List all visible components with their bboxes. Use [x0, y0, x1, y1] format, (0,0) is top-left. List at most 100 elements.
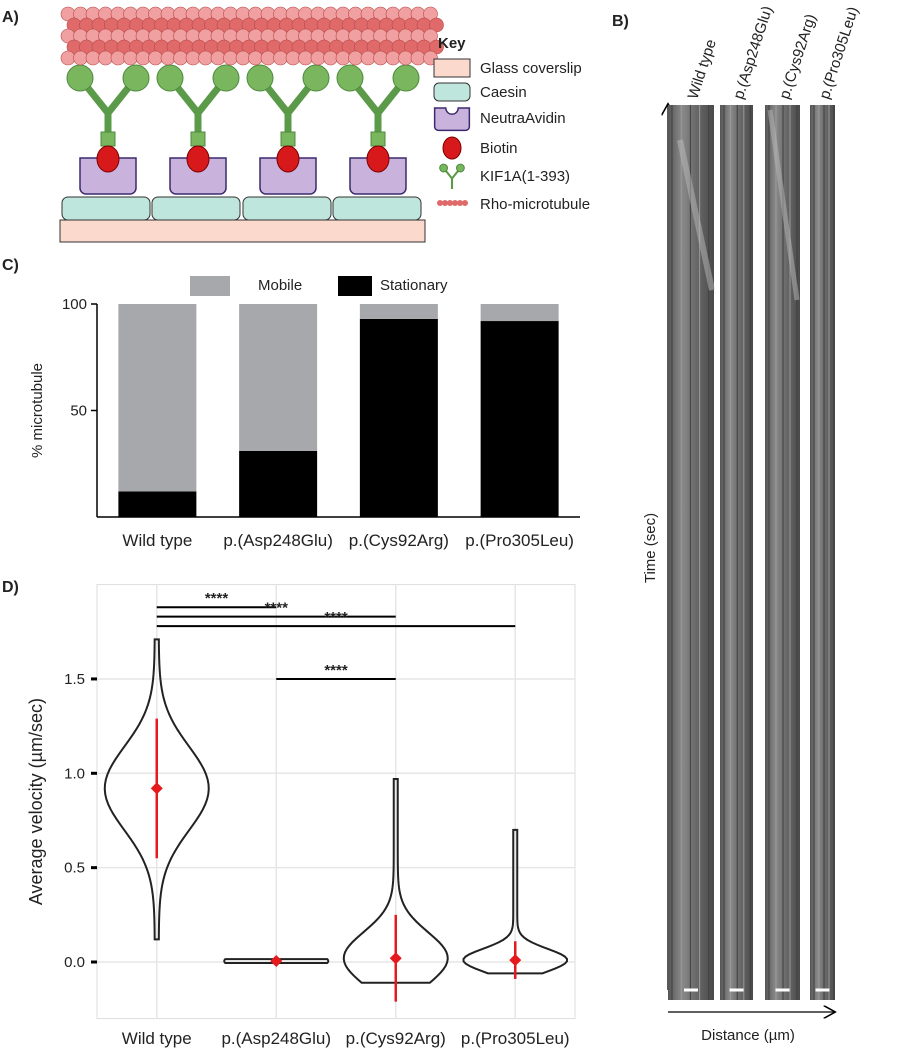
tubulin	[60, 50, 76, 66]
key-label: Biotin	[480, 140, 518, 157]
kinesin-head	[392, 64, 420, 92]
significance-label: ****	[205, 590, 229, 607]
legend-swatch	[190, 276, 230, 296]
kinesin-head	[336, 64, 364, 92]
column-label: p.(Cys92Arg)	[776, 12, 819, 101]
key-icon	[433, 58, 471, 78]
y-axis-label: % microtubule	[29, 363, 46, 458]
tubulin	[248, 50, 263, 66]
violin	[223, 958, 330, 964]
tubulin	[323, 50, 338, 66]
key: Key Glass coverslip Caesin NeutraAvidin Bio…	[433, 35, 590, 213]
legend-label: Stationary	[380, 277, 448, 294]
key-icon	[433, 82, 471, 102]
caesin	[151, 196, 241, 221]
bar-segment	[359, 318, 438, 517]
violin	[462, 828, 569, 975]
x-tick-label: p.(Cys92Arg)	[349, 531, 449, 550]
assay-diagram	[59, 6, 444, 243]
bar-segment	[480, 321, 559, 517]
bar-segment	[239, 450, 318, 517]
mean-marker	[270, 955, 283, 968]
tubulin	[273, 50, 288, 66]
x-tick-label: p.(Pro305Leu)	[461, 1029, 570, 1048]
tubulin	[260, 50, 276, 66]
tubulin	[285, 50, 301, 66]
kymograph: Time (sec) Distance (µm) Wild type p.(Asp…	[642, 4, 862, 1044]
tubulin	[160, 50, 176, 66]
tubulin	[410, 50, 426, 66]
tubulin	[373, 50, 388, 66]
x-tick-label: p.(Asp248Glu)	[221, 1029, 331, 1048]
tubulin	[335, 50, 351, 66]
bar-segment	[239, 304, 318, 451]
tubulin	[398, 50, 413, 66]
y-tick-label: 0.0	[64, 954, 85, 971]
biotin	[186, 145, 210, 173]
legend-swatch	[338, 276, 372, 296]
panel-label: B)	[612, 13, 629, 30]
key-label: Caesin	[480, 84, 527, 101]
kymograph-streak	[677, 139, 715, 291]
tubulin	[173, 50, 188, 66]
key-label: KIF1A(1-393)	[480, 168, 570, 185]
tubulin	[185, 50, 201, 66]
biotin	[366, 145, 390, 173]
kinesin-tag	[190, 131, 206, 147]
bar-segment	[480, 304, 559, 322]
tubulin	[98, 50, 113, 66]
key-label: Rho-microtubule	[480, 196, 590, 213]
bar-segment	[359, 304, 438, 319]
legend-label: Mobile	[258, 277, 302, 294]
tubulin	[210, 50, 226, 66]
key-label: NeutraAvidin	[480, 110, 566, 127]
kymograph-streak	[767, 109, 800, 301]
kinesin-head	[156, 64, 184, 92]
kymograph-strip	[668, 105, 714, 1000]
mean-marker	[389, 952, 402, 965]
coverslip	[59, 219, 426, 243]
y-tick-label: 0.5	[64, 860, 85, 877]
x-tick-label: p.(Cys92Arg)	[346, 1029, 446, 1048]
caesin	[61, 196, 151, 221]
panel-label: A)	[2, 9, 19, 26]
tubulin	[110, 50, 126, 66]
kinesin-tag	[280, 131, 296, 147]
bar-segment	[118, 304, 197, 492]
caesin	[242, 196, 332, 221]
key-title: Key	[438, 35, 466, 52]
column-label: Wild type	[685, 37, 720, 101]
plot-background	[96, 584, 576, 1020]
panel-label: C)	[2, 257, 19, 274]
tubulin	[73, 50, 88, 66]
axis-label: Distance (µm)	[701, 1027, 795, 1044]
kinesin-head	[122, 64, 150, 92]
violin	[342, 777, 449, 984]
kinesin-head	[456, 163, 465, 173]
tubulin	[298, 50, 313, 66]
kinesin-head	[246, 64, 274, 92]
tubulin	[223, 50, 238, 66]
column-label: p.(Pro305Leu)	[816, 5, 862, 101]
kinesin-head	[302, 64, 330, 92]
tubulin	[148, 50, 163, 66]
caesin	[332, 196, 422, 221]
tubulin	[360, 50, 376, 66]
tubulin	[135, 50, 151, 66]
biotin	[96, 145, 120, 173]
key-icon	[447, 200, 453, 206]
neutravidin	[433, 107, 471, 132]
key-label: Glass coverslip	[480, 60, 582, 77]
tubulin	[123, 50, 138, 66]
tubulin	[85, 50, 101, 66]
bar-segment	[118, 491, 197, 517]
key-icon	[442, 200, 448, 206]
y-tick-label: 1.0	[64, 765, 85, 782]
violin	[103, 638, 210, 941]
kinesin-tag	[370, 131, 386, 147]
kinesin-head	[439, 163, 449, 173]
tubulin	[235, 50, 251, 66]
tubulin	[310, 50, 326, 66]
